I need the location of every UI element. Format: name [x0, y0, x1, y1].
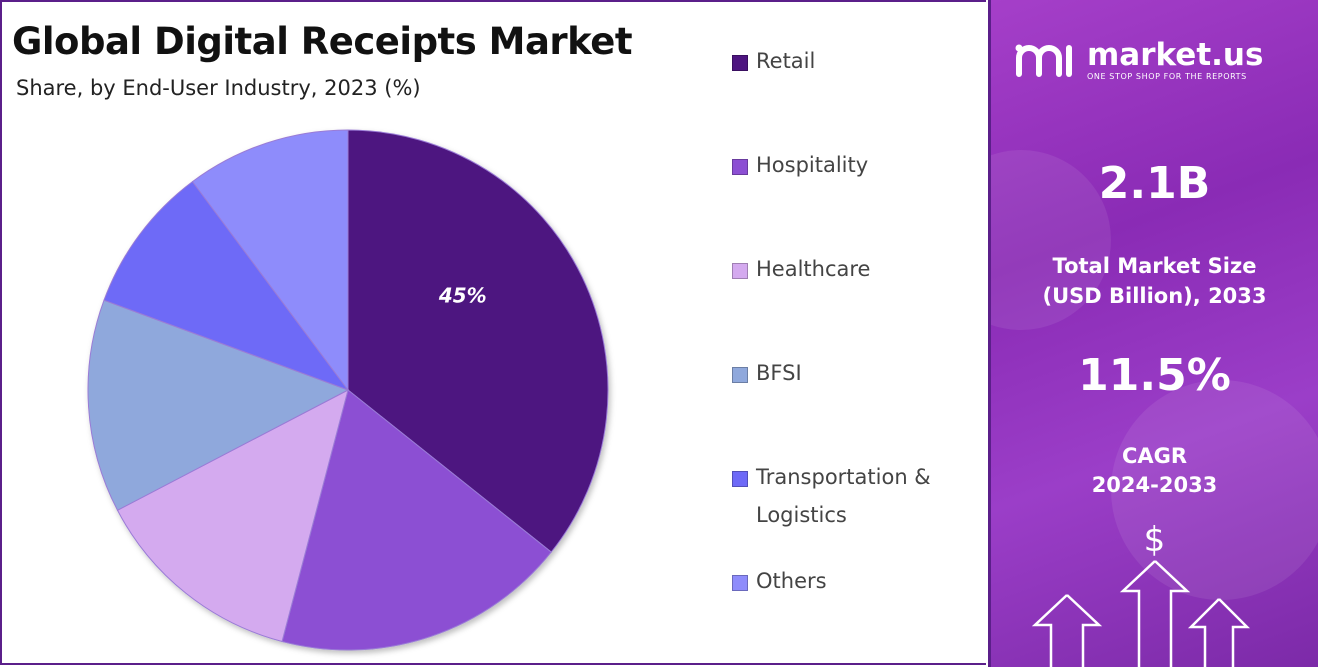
- data-label: 45%: [438, 284, 487, 308]
- market-size-value: 2.1B: [1098, 158, 1211, 209]
- pie-slice-hospitality: [281, 389, 552, 651]
- pie-slice-bfsi: [87, 299, 350, 511]
- cagr-value: 11.5%: [1078, 350, 1231, 401]
- legend-label: Transportation & Logistics: [756, 465, 931, 527]
- legend-label: Hospitality: [756, 153, 869, 177]
- market-us-logo-icon: [1015, 44, 1072, 77]
- chart-title: Global Digital Receipts Market: [12, 20, 633, 63]
- legend-label: Retail: [756, 49, 816, 73]
- growth-arrows-icon: [1031, 560, 1251, 667]
- chart-subtitle: Share, by End-User Industry, 2023 (%): [16, 76, 421, 100]
- pie-slice-healthcare: [116, 389, 349, 643]
- brand-tagline: ONE STOP SHOP FOR THE REPORTS: [1087, 71, 1247, 81]
- legend-item: Healthcare: [732, 257, 870, 288]
- legend-swatch: [732, 471, 748, 487]
- background-glow: [1111, 380, 1318, 600]
- legend-item: BFSI: [732, 361, 802, 392]
- legend-label: Healthcare: [756, 257, 871, 281]
- pie-chart: 45%: [87, 129, 609, 651]
- dollar-icon: $: [1143, 520, 1166, 560]
- pie-slice-retail: [347, 129, 609, 553]
- legend-label: BFSI: [756, 361, 802, 385]
- legend-swatch: [732, 575, 748, 591]
- brand-name: market.us: [1087, 36, 1264, 73]
- legend-item: Retail: [732, 49, 815, 80]
- cagr-caption-line2: 2024-2033: [1091, 473, 1218, 497]
- cagr-caption-line1: CAGR: [1121, 444, 1188, 468]
- chart-panel: Global Digital Receipts Market Share, by…: [0, 0, 986, 665]
- pie-slice-others: [191, 129, 349, 392]
- info-panel: market.us ONE STOP SHOP FOR THE REPORTS …: [988, 0, 1318, 667]
- legend-item: Transportation & Logistics: [732, 465, 931, 534]
- legend-item: Hospitality: [732, 153, 868, 184]
- legend-swatch: [732, 263, 748, 279]
- legend-swatch: [732, 55, 748, 71]
- pie-slice-transportation-logistics: [103, 180, 350, 392]
- legend-swatch: [732, 367, 748, 383]
- market-size-caption-line2: (USD Billion), 2033: [1042, 284, 1267, 308]
- market-size-caption-line1: Total Market Size: [1052, 254, 1257, 278]
- legend-swatch: [732, 159, 748, 175]
- legend-item: Others: [732, 569, 827, 600]
- brand-logo: market.us ONE STOP SHOP FOR THE REPORTS: [1013, 38, 1263, 82]
- legend-label: Others: [756, 569, 827, 593]
